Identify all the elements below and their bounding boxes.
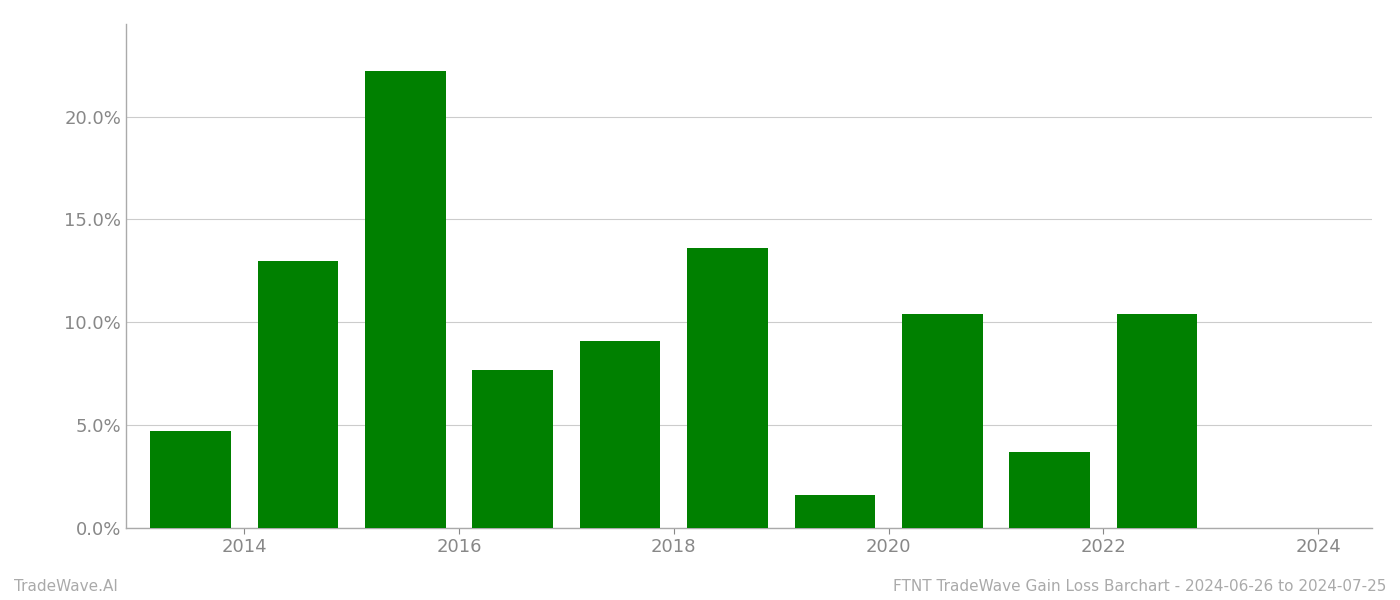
- Bar: [580, 341, 661, 528]
- Bar: [687, 248, 767, 528]
- Bar: [1117, 314, 1197, 528]
- Bar: [795, 495, 875, 528]
- Bar: [472, 370, 553, 528]
- Bar: [902, 314, 983, 528]
- Bar: [365, 71, 445, 528]
- Text: FTNT TradeWave Gain Loss Barchart - 2024-06-26 to 2024-07-25: FTNT TradeWave Gain Loss Barchart - 2024…: [893, 579, 1386, 594]
- Text: TradeWave.AI: TradeWave.AI: [14, 579, 118, 594]
- Bar: [1009, 452, 1091, 528]
- Bar: [258, 260, 339, 528]
- Bar: [150, 431, 231, 528]
